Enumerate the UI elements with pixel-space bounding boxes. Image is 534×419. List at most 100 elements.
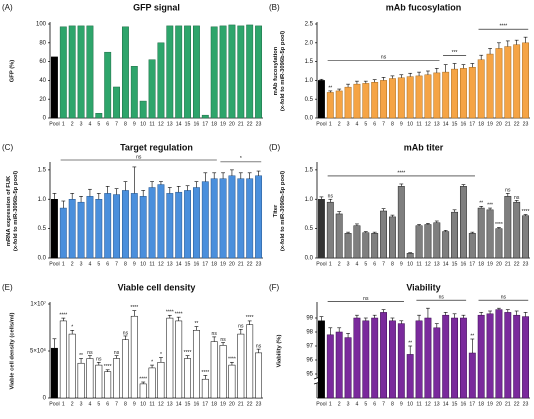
- x-tick-label: 2: [338, 121, 341, 127]
- x-tick-label: 9: [133, 261, 136, 267]
- x-tick-label: Pool: [49, 121, 59, 127]
- y-tick-label: 0.5: [305, 97, 314, 103]
- x-tick-label: 9: [400, 401, 403, 407]
- x-tick-label: 17: [202, 261, 208, 267]
- bar: [335, 90, 343, 119]
- x-tick-label: 23: [523, 261, 529, 267]
- bar: [210, 341, 218, 399]
- bar: [371, 233, 379, 259]
- y-tick-label: 100: [36, 22, 47, 28]
- bracket-label: *: [240, 156, 242, 162]
- bar: [513, 44, 521, 119]
- bar: [459, 68, 467, 119]
- significance-label: **: [79, 353, 83, 359]
- panel-label: (D): [269, 143, 280, 152]
- bar: [121, 26, 129, 119]
- bar: [246, 24, 254, 119]
- bar: [113, 358, 121, 399]
- x-tick-label: 21: [505, 401, 511, 407]
- bar: [68, 333, 76, 399]
- bar: [192, 187, 200, 259]
- bar: [353, 225, 361, 259]
- significance-label: *: [160, 352, 162, 358]
- x-tick-label: 11: [149, 401, 154, 407]
- x-tick-label: 21: [505, 121, 511, 127]
- x-tick-label: 12: [158, 121, 164, 127]
- y-tick-label: 0.0: [305, 116, 314, 122]
- x-tick-label: 13: [434, 401, 440, 407]
- bracket-label: ****: [499, 23, 507, 29]
- x-tick-label: 10: [407, 401, 413, 407]
- x-tick-label: Pool: [49, 401, 59, 407]
- bar: [50, 199, 58, 259]
- x-tick-label: 6: [106, 401, 109, 407]
- bar: [317, 80, 325, 119]
- chart-title: Viable cell density: [118, 282, 196, 292]
- bar: [219, 345, 227, 399]
- x-tick-label: 18: [211, 401, 217, 407]
- bar: [148, 367, 156, 399]
- bar: [246, 178, 254, 259]
- bar: [477, 314, 485, 399]
- y-tick-label: 1.5: [305, 59, 314, 65]
- bar: [362, 232, 370, 259]
- y-tick-label: 0: [43, 116, 47, 122]
- bar: [59, 320, 67, 399]
- x-tick-label: 16: [194, 121, 200, 127]
- x-tick-label: 14: [443, 121, 449, 127]
- x-tick-label: 6: [106, 121, 109, 127]
- x-tick-label: 23: [256, 401, 262, 407]
- x-tick-label: 16: [194, 401, 200, 407]
- bar: [86, 196, 94, 259]
- bar: [50, 56, 58, 119]
- bar: [362, 320, 370, 399]
- x-tick-label: 10: [140, 401, 146, 407]
- chart-title: Viability: [406, 282, 440, 292]
- bar: [344, 233, 352, 259]
- bar: [184, 25, 192, 119]
- x-tick-label: 1: [329, 121, 332, 127]
- x-tick-label: 4: [88, 121, 91, 127]
- x-tick-label: Pool: [316, 401, 326, 407]
- significance-label: ****: [201, 370, 209, 376]
- y-tick-label: 0.0: [38, 256, 47, 262]
- bar: [335, 213, 343, 259]
- bar: [495, 309, 503, 399]
- panel-label: (F): [269, 283, 280, 292]
- bar: [77, 25, 85, 119]
- y-tick-label: 5×10⁶: [30, 348, 47, 355]
- x-tick-label: 2: [338, 261, 341, 267]
- bar: [219, 178, 227, 259]
- x-tick-label: 11: [416, 261, 421, 267]
- x-tick-label: 17: [202, 401, 208, 407]
- x-tick-label: 4: [355, 261, 358, 267]
- bar: [68, 199, 76, 259]
- x-tick-label: 11: [416, 401, 421, 407]
- bar: [68, 25, 76, 119]
- significance-label: ns: [220, 337, 226, 343]
- x-tick-label: Pool: [316, 121, 326, 127]
- bar: [344, 337, 352, 399]
- x-tick-label: 3: [347, 121, 350, 127]
- x-tick-label: 21: [238, 121, 244, 127]
- y-axis-label: (x-fold to miR-3096b-5p pool): [13, 171, 19, 251]
- x-tick-label: 18: [211, 261, 217, 267]
- y-axis-label: Viable cell density (cells/ml): [10, 312, 16, 389]
- significance-label: *: [151, 359, 153, 365]
- bar: [442, 71, 450, 119]
- bar: [504, 196, 512, 259]
- bar: [255, 352, 263, 399]
- bar: [486, 53, 494, 119]
- bar: [353, 317, 361, 399]
- x-tick-label: 5: [97, 261, 100, 267]
- x-tick-label: 8: [124, 401, 127, 407]
- significance-label: ****: [246, 315, 254, 321]
- x-tick-label: 6: [106, 261, 109, 267]
- significance-label: ns: [114, 350, 120, 356]
- x-tick-label: 1: [62, 261, 65, 267]
- y-axis-label: mAb fucosylation: [273, 46, 279, 95]
- x-tick-label: 17: [469, 121, 475, 127]
- x-tick-label: 8: [124, 121, 127, 127]
- x-tick-label: 17: [469, 401, 475, 407]
- x-tick-label: 14: [176, 401, 182, 407]
